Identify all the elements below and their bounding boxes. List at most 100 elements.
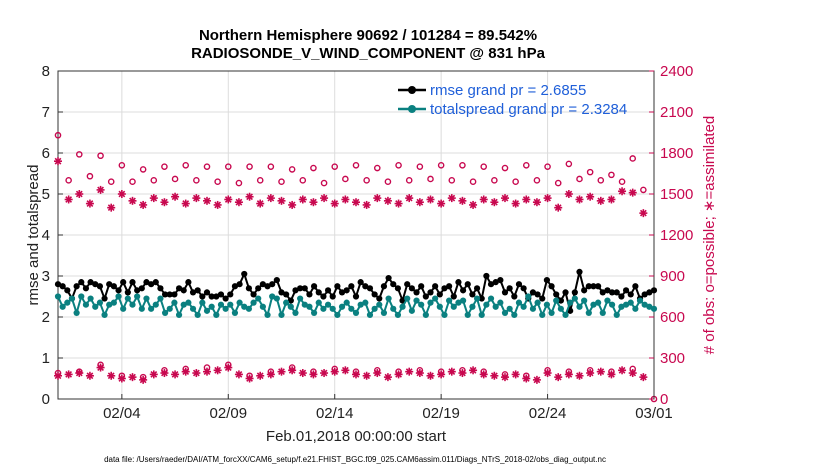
obs-assimilated-marker-11 [171,192,180,201]
rmse-point-41 [245,285,253,292]
rmse-point-111 [571,289,578,296]
obs-assimilated-low-marker-24 [309,370,318,379]
obs-possible-marker-25 [586,168,594,176]
totalspread-point-73 [394,311,402,319]
totalspread-point-55 [310,309,318,316]
rmse-point-27 [180,287,187,294]
obs-possible-marker-28 [65,177,72,184]
totalspread-point-25 [171,299,178,306]
obs-possible-marker-16 [395,161,402,169]
totalspread-point-54 [306,303,313,310]
obs-assimilated-low-marker-20 [266,370,275,379]
rmse-point-61 [338,289,346,296]
obs-assimilated-marker-42 [501,194,509,203]
rmse-point-118 [604,287,611,294]
totalspread-point-5 [78,293,85,300]
obs-assimilated-low-marker-0 [54,371,62,380]
rmse-point-105 [543,277,551,284]
totalspread-point-77 [413,297,420,304]
rmse-point-42 [250,291,257,298]
obs-assimilated-marker-51 [596,196,605,205]
rmse-point-5 [78,279,85,286]
rmse-point-103 [534,291,541,298]
totalspread-point-22 [157,295,164,302]
totalspread-point-108 [557,305,564,312]
totalspread-point-3 [68,295,76,302]
totalspread-point-74 [399,303,406,310]
totalspread-point-15 [124,295,131,302]
totalspread-point-4 [73,309,80,316]
totalspread-point-21 [152,301,159,308]
obs-possible-marker-39 [299,177,307,184]
totalspread-point-65 [357,301,364,308]
rmse-point-48 [278,289,285,296]
obs-assimilated-marker-1 [64,195,73,204]
totalspread-point-42 [250,299,257,306]
totalspread-point-79 [422,311,429,319]
obs-assimilated-low-marker-53 [618,366,627,375]
obs-assimilated-marker-53 [618,187,627,196]
chart-title-line1: Northern Hemisphere 90692 / 101284 = 89.… [199,27,537,44]
footnote: data file: /Users/raeder/DAI/ATM_forcXX/… [104,455,606,464]
rmse-point-24 [166,291,173,298]
rmse-point-43 [255,285,262,292]
rmse-point-70 [380,283,388,290]
rmse-point-44 [259,281,266,288]
y-axis-left-label: rmse and totalspread [25,165,42,306]
obs-assimilated-marker-33 [405,194,414,203]
y-left-tick-label-7: 7 [42,104,50,121]
rmse-point-92 [483,272,490,280]
totalspread-point-28 [185,299,192,306]
totalspread-point-101 [525,293,532,300]
obs-assimilated-marker-31 [383,196,392,205]
rmse-point-20 [148,281,155,288]
obs-assimilated-marker-52 [607,195,616,204]
obs-assimilated-marker-24 [309,198,318,207]
x-axis-ticks: 02/04 02/09 02/14 02/19 02/24 03/01 [103,394,673,422]
obs-assimilated-marker-23 [298,195,307,204]
rmse-point-127 [646,289,653,296]
totalspread-point-23 [161,309,169,316]
totalspread-point-57 [320,305,327,312]
rmse-point-33 [208,293,215,300]
obs-possible-marker-51 [554,179,562,187]
obs-assimilated-low-marker-28 [352,370,360,379]
rmse-point-51 [292,287,299,294]
totalspread-point-67 [366,311,374,319]
obs-assimilated-low-marker-38 [458,369,467,378]
y-left-tick-label-2: 2 [42,309,50,326]
rmse-point-91 [478,295,485,302]
obs-assimilated-marker-54 [628,188,637,197]
totalspread-point-18 [138,305,145,312]
obs-possible-marker-47 [469,178,477,185]
rmse-point-124 [632,283,639,290]
rmse-point-54 [306,291,313,298]
rmse-point-19 [143,279,150,286]
rmse-point-22 [157,285,164,292]
obs-assimilated-low-marker-2 [75,369,84,378]
totalspread-point-19 [143,295,150,302]
rmse-point-68 [371,291,378,298]
totalspread-point-12 [110,299,117,306]
totalspread-point-20 [148,305,155,312]
legend-totalspread-label: totalspread grand pr = 2.3284 [430,101,627,118]
obs-assimilated-low-marker-4 [96,363,105,372]
totalspread-point-80 [427,299,434,306]
totalspread-point-103 [534,299,541,306]
obs-possible-marker-2 [97,152,104,160]
totalspread-point-7 [87,295,94,302]
totalspread-point-56 [315,299,322,306]
totalspread-point-116 [595,299,602,306]
totalspread-point-120 [613,311,620,319]
obs-assimilated-marker-16 [224,195,233,204]
totalspread-point-68 [371,305,378,312]
obs-assimilated-marker-32 [394,199,403,208]
obs-possible-marker-38 [278,178,285,185]
rmse-point-69 [376,295,383,302]
totalspread-point-82 [436,303,443,310]
totalspread-point-34 [213,311,220,319]
totalspread-point-125 [636,297,644,304]
totalspread-point-11 [106,301,113,308]
rmse-point-11 [106,281,113,288]
